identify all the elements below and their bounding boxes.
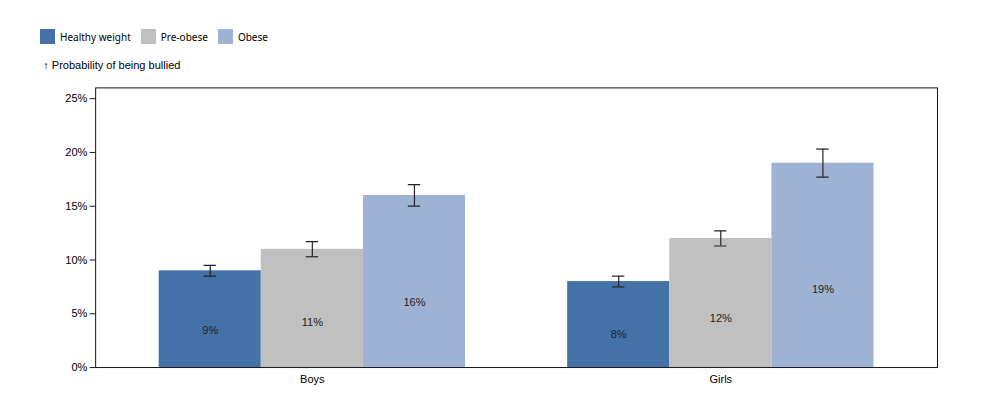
html-text:Obese: Obese <box>237 29 268 44</box>
svg-text:20%: 20% <box>65 146 87 158</box>
svg-text:10%: 10% <box>65 254 87 266</box>
svg-text:11%: 11% <box>302 316 323 328</box>
svg-text:19%: 19% <box>812 283 834 295</box>
svg-text:16%: 16% <box>403 296 425 308</box>
svg-text:12%: 12% <box>710 312 732 324</box>
svg-text:Boys: Boys <box>300 373 325 385</box>
html-text:Pre-obese: Pre-obese <box>160 29 208 44</box>
html-text:Healthy weight: Healthy weight <box>60 29 131 44</box>
svg-text:Girls: Girls <box>709 373 732 385</box>
svg-text:0%: 0% <box>71 361 87 373</box>
svg-text:9%: 9% <box>202 324 218 336</box>
svg-text:15%: 15% <box>65 200 87 212</box>
svg-text:5%: 5% <box>71 307 87 319</box>
svg-text:8%: 8% <box>611 328 627 340</box>
svg-text:25%: 25% <box>65 92 87 104</box>
svg-text:↑ Probability of being bullied: ↑ Probability of being bullied <box>43 59 180 71</box>
